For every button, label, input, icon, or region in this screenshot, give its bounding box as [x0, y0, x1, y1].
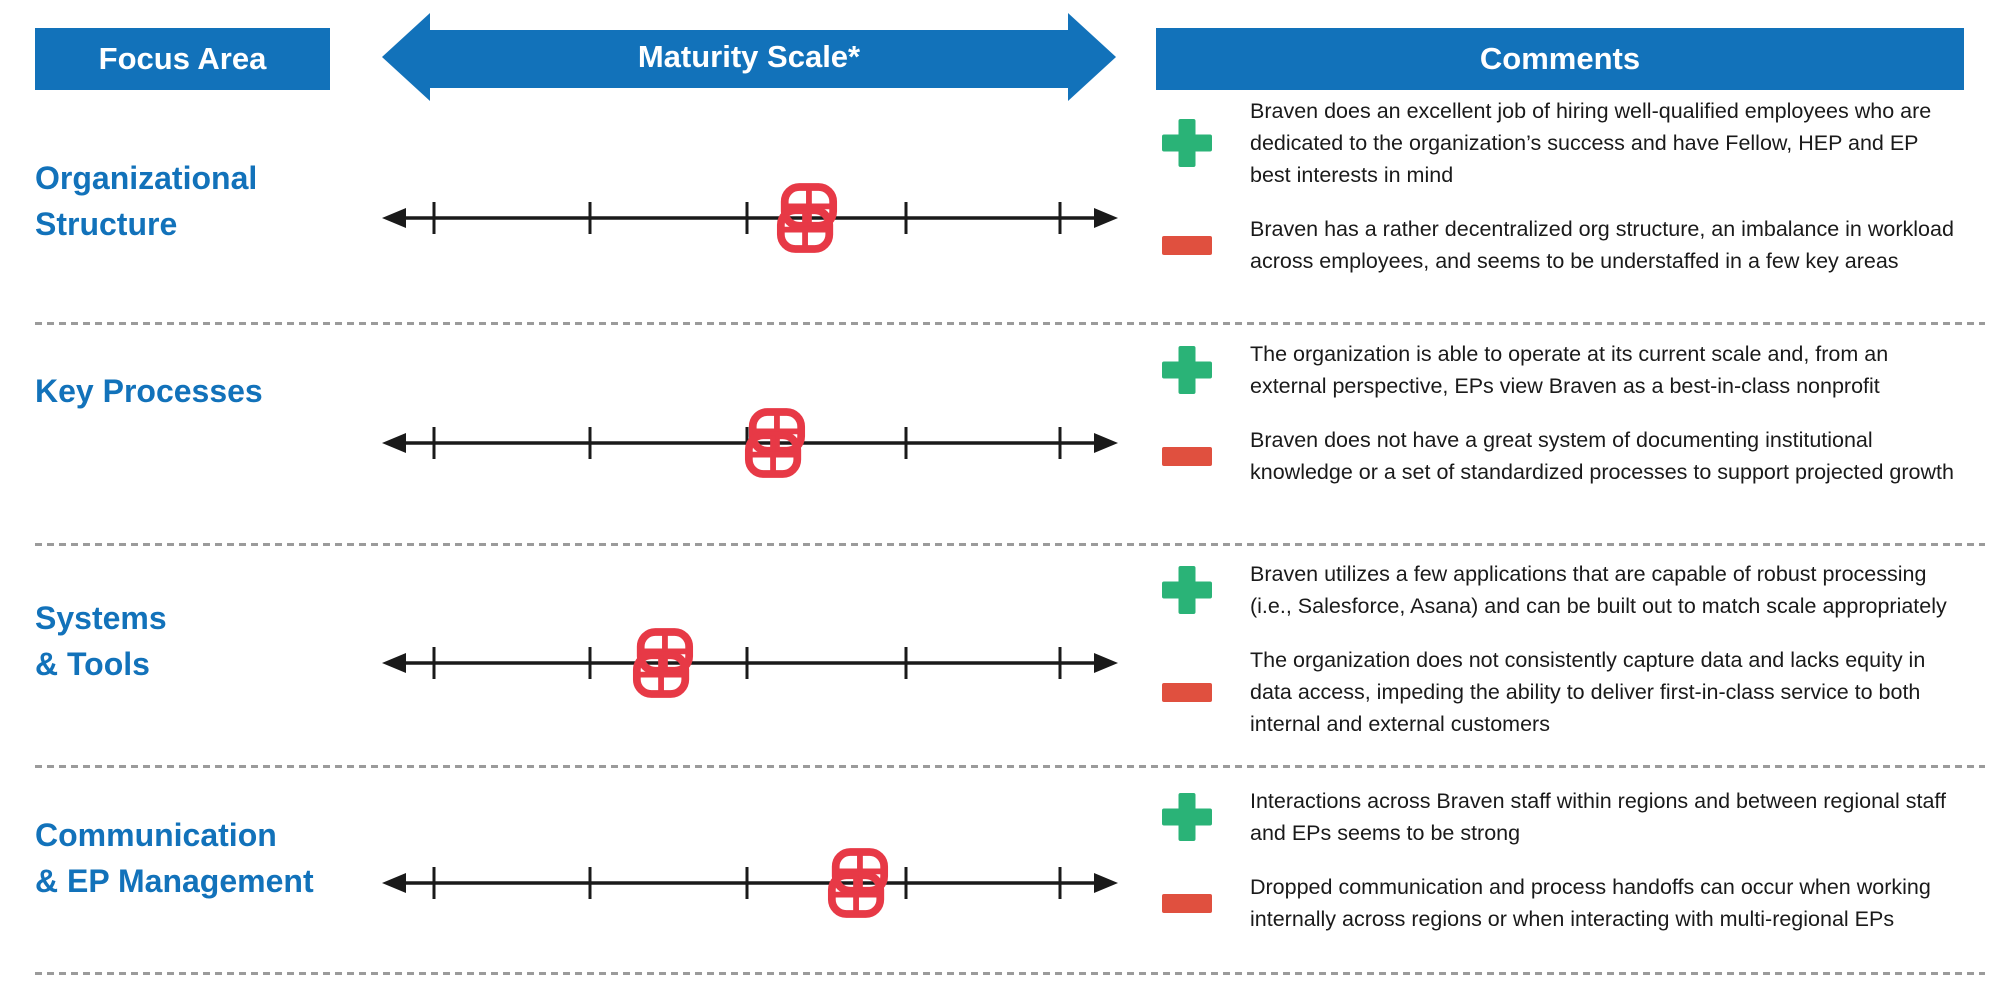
negative-comment-text: The organization does not consistently c…: [1250, 648, 1926, 736]
row-divider: [35, 972, 1985, 975]
positive-comment: Braven utilizes a few applications that …: [1150, 558, 1980, 622]
minus-icon: [1162, 446, 1212, 466]
positive-comment-text: The organization is able to operate at i…: [1250, 342, 1889, 398]
scale-axis: [382, 647, 1118, 679]
negative-comment-text: Dropped communication and process handof…: [1250, 875, 1931, 931]
positive-comment: Interactions across Braven staff within …: [1150, 785, 1980, 849]
maturity-marker-icon: [744, 408, 806, 478]
negative-comment: Braven has a rather decentralized org st…: [1150, 213, 1980, 277]
maturity-marker-icon: [632, 628, 694, 698]
plus-icon: [1162, 793, 1212, 841]
focus-area-header: Focus Area: [35, 28, 330, 90]
comments-row-1: Braven does an excellent job of hiring w…: [1150, 95, 1980, 277]
focus-area-label-key-processes: Key Processes: [35, 373, 263, 409]
comments-header-label: Comments: [1479, 41, 1641, 76]
maturity-marker-icon: [776, 183, 838, 253]
focus-area-label-systems-tools: Systems & Tools: [35, 600, 167, 682]
maturity-scale-row-1: [380, 158, 1120, 278]
row-divider: [35, 543, 1985, 546]
positive-comment-text: Interactions across Braven staff within …: [1250, 789, 1946, 845]
maturity-marker-icon: [827, 848, 889, 918]
maturity-scale-row-2: [380, 383, 1120, 503]
minus-icon: [1162, 235, 1212, 255]
maturity-scale-header: Maturity Scale*: [380, 6, 1118, 108]
focus-area-header-label: Focus Area: [98, 41, 267, 76]
comments-header: Comments: [1156, 28, 1964, 90]
maturity-scale-header-label: Maturity Scale*: [637, 39, 861, 74]
plus-icon: [1162, 346, 1212, 394]
negative-comment-text: Braven does not have a great system of d…: [1250, 428, 1954, 484]
positive-comment: The organization is able to operate at i…: [1150, 338, 1980, 402]
negative-comment: Braven does not have a great system of d…: [1150, 424, 1980, 488]
positive-comment-text: Braven utilizes a few applications that …: [1250, 562, 1947, 618]
maturity-scale-row-3: [380, 603, 1120, 723]
minus-icon: [1162, 893, 1212, 913]
positive-comment: Braven does an excellent job of hiring w…: [1150, 95, 1980, 191]
plus-icon: [1162, 566, 1212, 614]
plus-icon: [1162, 119, 1212, 167]
scale-axis: [382, 867, 1118, 899]
maturity-scale-row-4: [380, 823, 1120, 943]
minus-icon: [1162, 682, 1212, 702]
negative-comment: Dropped communication and process handof…: [1150, 871, 1980, 935]
double-arrow-icon: [382, 13, 1116, 101]
comments-row-3: Braven utilizes a few applications that …: [1150, 558, 1980, 740]
focus-area-label-organizational-structure: Organizational Structure: [35, 160, 258, 242]
focus-area-label-communication-ep-management: Communication & EP Management: [35, 817, 314, 899]
row-divider: [35, 322, 1985, 325]
positive-comment-text: Braven does an excellent job of hiring w…: [1250, 99, 1932, 187]
comments-row-4: Interactions across Braven staff within …: [1150, 785, 1980, 935]
negative-comment: The organization does not consistently c…: [1150, 644, 1980, 740]
negative-comment-text: Braven has a rather decentralized org st…: [1250, 217, 1954, 273]
row-divider: [35, 765, 1985, 768]
comments-row-2: The organization is able to operate at i…: [1150, 338, 1980, 488]
scale-axis: [382, 202, 1118, 234]
